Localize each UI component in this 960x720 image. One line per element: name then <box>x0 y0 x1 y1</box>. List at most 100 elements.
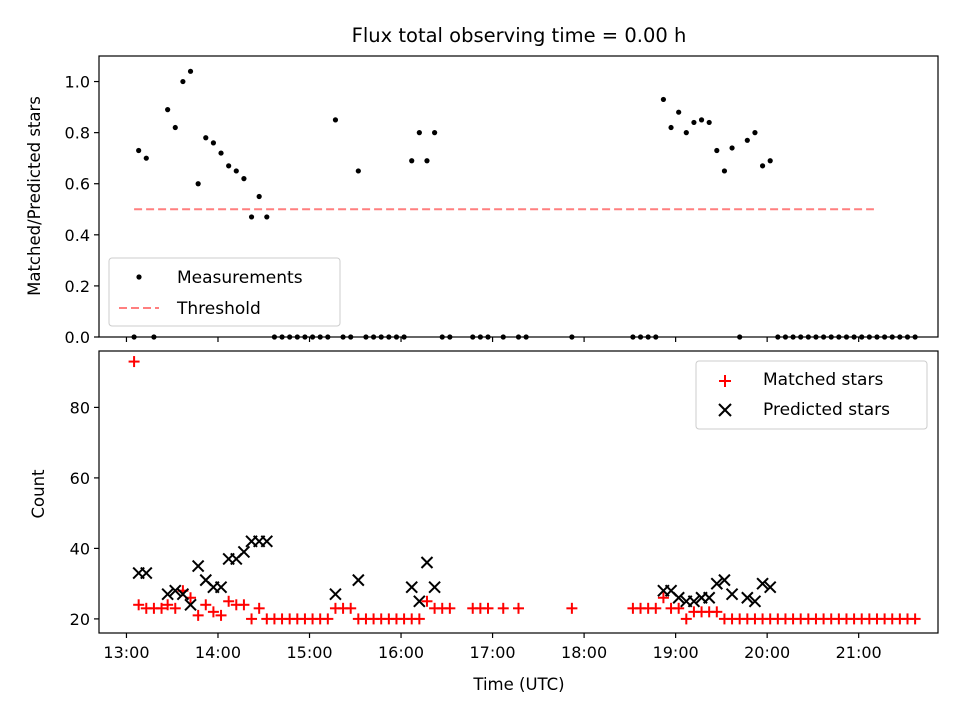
matched-star-point <box>238 599 250 611</box>
measurement-point <box>172 124 178 131</box>
predicted-star-point <box>428 580 441 594</box>
matched-star-point <box>711 606 723 618</box>
matched-star-point <box>128 356 140 368</box>
ratio-y-tick-label: 0.4 <box>65 226 90 245</box>
measurement-point <box>432 130 438 136</box>
matched-star-point <box>497 602 509 614</box>
measurement-point <box>752 130 758 136</box>
measurement-point <box>136 147 142 154</box>
measurement-point <box>143 155 149 161</box>
count-x-tick-label: 18:00 <box>561 643 607 662</box>
count-x-tick-label: 14:00 <box>195 643 241 662</box>
ratio-legend: Measurements Threshold <box>108 257 341 327</box>
matched-legend-label: Matched stars <box>763 370 883 390</box>
measurement-point <box>332 117 339 123</box>
matched-star-point <box>657 592 669 604</box>
measurement-point <box>683 130 689 136</box>
count-x-tick-label: 20:00 <box>744 643 790 662</box>
measurement-point <box>210 140 217 146</box>
ratio-y-tick-label: 0.2 <box>65 277 90 296</box>
predicted-star-point <box>237 545 251 559</box>
count-y-tick-label: 60 <box>70 469 90 488</box>
measurement-point <box>180 78 186 85</box>
count-legend-box <box>695 360 928 430</box>
predicted-star-point <box>672 591 685 604</box>
predicted-star-point <box>710 577 724 590</box>
matched-star-point <box>223 595 235 607</box>
measurement-point <box>241 176 247 182</box>
count-axes-frame <box>98 350 939 634</box>
ratio-legend-box <box>108 257 341 327</box>
measurements-legend-label: Measurements <box>177 268 303 288</box>
count-panel: Count Time (UTC) 20 40 60 80 13:00 14:00 15:0… <box>29 350 939 694</box>
matched-star-point <box>650 602 662 614</box>
count-x-tick-label: 21:00 <box>836 643 882 662</box>
matched-star-point <box>192 609 204 621</box>
ratio-y-tick-label: 0.6 <box>65 175 90 194</box>
measurement-points <box>131 68 918 340</box>
matched-star-point <box>253 602 265 614</box>
predicted-star-point <box>329 588 342 601</box>
count-y-ticks: 20 40 60 80 <box>70 398 99 629</box>
count-x-tick-label: 15:00 <box>286 643 332 662</box>
count-x-tick-label: 19:00 <box>653 643 699 662</box>
count-y-tick-label: 20 <box>70 610 90 629</box>
matched-star-point <box>345 602 357 614</box>
measurement-point <box>416 130 422 136</box>
ratio-panel: Flux total observing time = 0.00 h Match… <box>25 24 939 347</box>
measurement-point <box>256 193 262 200</box>
predicted-star-point <box>725 588 739 601</box>
measurement-point <box>248 214 255 220</box>
predicted-star-point <box>420 556 434 569</box>
predicted-star-point <box>748 595 762 608</box>
ratio-axes-frame <box>98 55 939 338</box>
count-x-tick-label: 17:00 <box>470 643 516 662</box>
predicted-star-point <box>140 566 153 580</box>
predicted-legend-marker <box>718 403 732 417</box>
count-y-tick-label: 80 <box>70 398 90 417</box>
predicted-star-point <box>763 580 777 594</box>
predicted-star-point <box>718 573 731 587</box>
predicted-star-point <box>260 535 274 548</box>
measurement-point <box>729 145 735 151</box>
matched-star-point <box>673 602 685 614</box>
predicted-star-point <box>176 588 190 601</box>
predicted-star-point <box>756 577 769 590</box>
measurement-point <box>668 124 674 131</box>
matched-star-point <box>482 602 494 614</box>
ratio-x-ticks <box>125 337 860 342</box>
ratio-y-tick-label: 1.0 <box>65 73 90 92</box>
predicted-star-point <box>405 580 418 594</box>
measurement-point <box>706 119 712 126</box>
ratio-y-tick-label: 0.8 <box>65 124 90 143</box>
matched-star-point <box>246 613 258 625</box>
predicted-legend-label: Predicted stars <box>763 400 890 420</box>
ratio-y-ticks: 0.0 0.2 0.4 0.6 0.8 1.0 <box>65 73 99 347</box>
count-legend: Matched stars Predicted stars <box>695 360 928 430</box>
matched-star-point <box>156 602 168 614</box>
matched-star-point <box>421 595 433 607</box>
matched-star-point <box>215 609 227 621</box>
measurement-point <box>203 135 209 141</box>
ratio-y-axis-label: Matched/Predicted stars <box>25 96 44 296</box>
chart-title: Flux total observing time = 0.00 h <box>352 24 687 47</box>
measurement-point <box>698 117 705 123</box>
measurement-point <box>714 147 720 154</box>
measurement-point <box>355 168 361 174</box>
predicted-star-point <box>191 559 205 573</box>
predicted-star-points <box>132 535 777 612</box>
measurement-point <box>218 150 224 156</box>
measurement-point <box>233 168 239 174</box>
measurement-point <box>226 163 232 169</box>
predicted-star-point <box>702 591 716 604</box>
measurements-legend-marker <box>136 274 142 280</box>
predicted-star-point <box>352 573 365 587</box>
matched-star-point <box>566 602 578 614</box>
matched-star-point <box>909 613 921 625</box>
threshold-legend-label: Threshold <box>176 299 261 319</box>
measurement-point <box>721 168 728 174</box>
measurement-point <box>165 107 171 113</box>
matched-star-point <box>413 613 425 625</box>
predicted-star-point <box>169 584 182 597</box>
